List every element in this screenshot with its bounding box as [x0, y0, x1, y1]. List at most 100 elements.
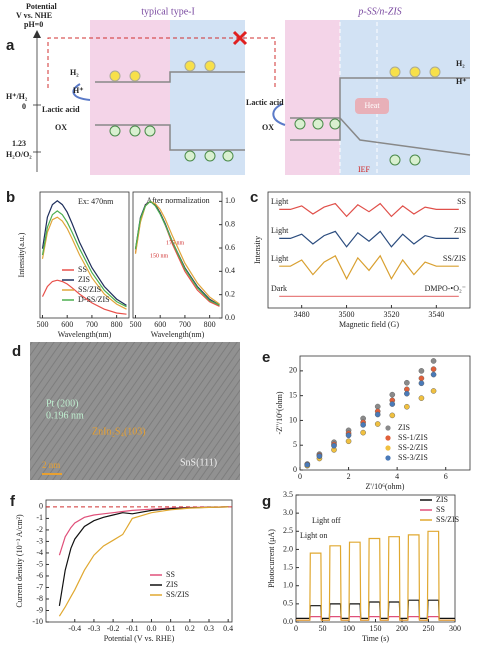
arrow	[33, 30, 41, 38]
panel-label: g	[262, 493, 271, 510]
legend-label: ZIS	[166, 580, 178, 589]
point	[374, 411, 381, 418]
y-tick-label: 2.0	[283, 544, 293, 553]
x-tick-label: 250	[423, 624, 435, 633]
y-tick-label: 0.2	[225, 289, 235, 298]
legend-label: SS-1/ZIS	[398, 433, 428, 442]
series-label: DMPO-•O₂⁻	[425, 284, 466, 293]
tem-image	[30, 342, 240, 480]
point	[418, 375, 425, 382]
y-tick-label: 15	[289, 390, 297, 399]
series-line	[279, 202, 459, 218]
legend-label: SS-2/ZIS	[398, 443, 428, 452]
x-tick-label: 6	[444, 472, 448, 481]
label: H₂	[456, 59, 465, 68]
legend-swatch	[385, 435, 391, 441]
series-line	[41, 216, 127, 310]
point	[430, 358, 437, 364]
x-tick-label: 800	[111, 320, 123, 329]
legend-label: SS	[166, 570, 175, 579]
point	[345, 432, 352, 439]
y-tick-label: -5	[36, 559, 43, 568]
y-tick-label: 0.5	[283, 599, 293, 608]
legend-label: SS	[78, 265, 87, 274]
legend-label: ZIS	[398, 423, 410, 432]
tem-label: ZnIn₂S₄(103)	[92, 426, 146, 437]
series-line	[41, 200, 127, 306]
legend-label: D-SS/ZIS	[78, 295, 110, 304]
tem-label: Pt (200)	[46, 398, 79, 409]
y-axis-label: Intensity(a.u.)	[17, 232, 26, 277]
series-line	[296, 599, 455, 619]
heat-label: Heat	[364, 101, 380, 110]
y-tick-label: -3	[36, 536, 43, 545]
y-axis-label: Current density (10⁻³ A/cm²)	[15, 514, 24, 608]
point	[316, 453, 323, 459]
tem-label: SnS(111)	[180, 457, 217, 468]
y-tick-label: -9	[36, 605, 43, 614]
point	[389, 401, 396, 407]
legend-label: SS/ZIS	[78, 285, 101, 294]
x-tick-label: 4	[395, 472, 399, 481]
plot-frame	[299, 355, 471, 471]
x-tick-label: 0.4	[223, 624, 233, 633]
label: Lactic acid	[246, 98, 284, 107]
legend-label: SS/ZIS	[166, 590, 189, 599]
x-tick-label: 3540	[428, 310, 444, 319]
point	[430, 366, 437, 372]
axis-title: Potential	[26, 2, 57, 11]
legend-swatch	[385, 445, 391, 451]
x-tick-label: -0.4	[68, 624, 81, 633]
x-tick-label: 500	[129, 320, 141, 329]
legend-label: SS-3/ZIS	[398, 453, 428, 462]
x-tick-label: 2	[347, 472, 351, 481]
band	[290, 117, 471, 156]
y-tick-label: -4	[36, 548, 43, 557]
band	[290, 77, 470, 141]
y-tick-label: 5	[293, 440, 297, 449]
condition-label: Light	[271, 254, 289, 263]
y-tick-label: 0	[39, 502, 43, 511]
panel-label: c	[250, 189, 258, 206]
label: H₂	[70, 68, 79, 77]
y-axis-label: Photocurrent (μA)	[267, 529, 276, 588]
y-tick-label: 1.0	[225, 196, 235, 205]
x-tick-label: 3500	[339, 310, 355, 319]
x-tick-label: 0.2	[185, 624, 195, 633]
y-tick-label: 0.8	[225, 219, 235, 228]
scheme-title: p-SS/n-ZIS	[357, 6, 401, 17]
y-tick-label: 3.0	[283, 508, 293, 517]
y-tick-label: 10	[289, 415, 297, 424]
band	[95, 124, 245, 151]
tem-label: 0.196 nm	[46, 410, 84, 421]
y-tick-label: 20	[289, 366, 297, 375]
x-tick-label: -0.2	[107, 624, 120, 633]
x-axis-label: Magnetic field (G)	[339, 320, 399, 329]
legend-label: ZIS	[436, 495, 448, 504]
x-tick-label: 700	[86, 320, 98, 329]
y-tick-label: 0.4	[225, 266, 235, 275]
series-line	[41, 210, 127, 308]
point	[389, 412, 396, 419]
panel-label: a	[6, 37, 15, 54]
tem-overlay	[30, 342, 240, 480]
label: Lactic acid	[42, 105, 80, 114]
point	[430, 388, 437, 394]
x-tick-label: 100	[343, 624, 355, 633]
series-label: SS	[457, 197, 466, 206]
series-label: ZIS	[454, 226, 466, 235]
x-tick-label: 500	[36, 320, 48, 329]
point	[404, 403, 410, 410]
scale-label: 2 nm	[42, 460, 60, 470]
legend-swatch	[385, 455, 391, 461]
series-label: SS/ZIS	[443, 254, 466, 263]
level-label: 0	[22, 102, 26, 111]
charts: 500 600 700 800Wavelength(nm)Intensity(a.u.…	[15, 191, 471, 643]
x-tick-label: 0.3	[204, 624, 214, 633]
y-tick-label: -8	[36, 594, 43, 603]
point	[374, 421, 381, 427]
x-tick-label: 150	[370, 624, 382, 633]
x-tick-label: 600	[61, 320, 73, 329]
y-tick-label: 3.5	[283, 490, 293, 499]
condition-label: Light	[271, 197, 289, 206]
